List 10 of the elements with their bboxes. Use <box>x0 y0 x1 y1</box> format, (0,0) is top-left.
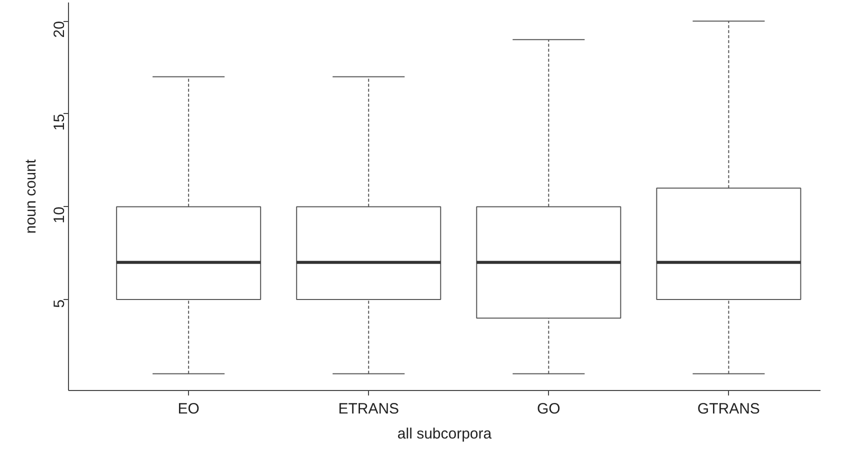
y-tick-label: 10 <box>51 206 68 224</box>
y-tick-label: 5 <box>51 300 68 308</box>
y-tick-label: 20 <box>51 21 68 38</box>
x-tick-label: GTRANS <box>697 400 760 418</box>
y-tick-label: 15 <box>51 114 68 131</box>
x-tick-label: GO <box>536 400 560 418</box>
x-tick-label: EO <box>178 400 200 418</box>
y-axis-title: noun count <box>22 158 40 234</box>
x-tick-label: ETRANS <box>338 400 400 418</box>
x-axis-title: all subcorpora <box>397 426 492 442</box>
